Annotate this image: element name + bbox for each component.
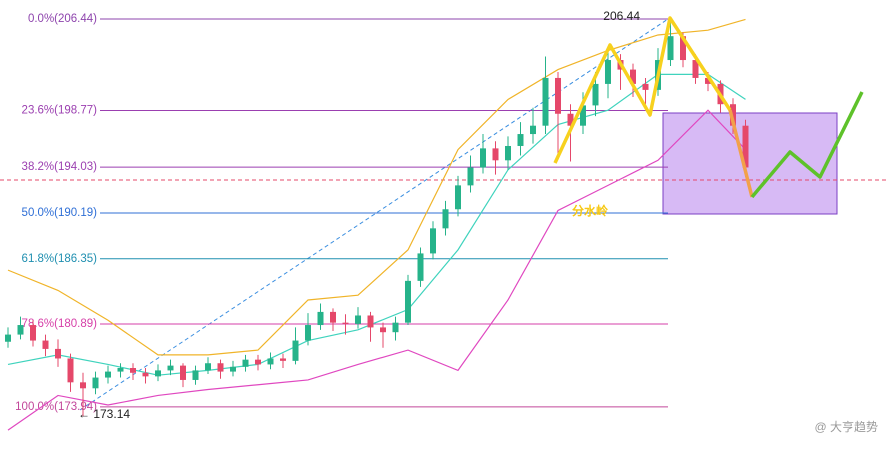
band-line (7, 73, 746, 376)
candle-body (517, 134, 524, 146)
band-line (7, 18, 746, 356)
high-label: 206.44 (603, 9, 640, 23)
fib-level-label: 38.2%(194.03) (22, 161, 98, 173)
candle-body (680, 36, 686, 61)
candle-body (192, 370, 199, 380)
candle-body (342, 322, 349, 324)
fib-level-label: 0.0%(206.44) (28, 13, 97, 25)
watermark: @ 大亨趋势 (814, 419, 878, 434)
candle-body (480, 148, 486, 168)
candle-body (255, 359, 261, 365)
candle-body (392, 322, 399, 333)
candle-body (155, 370, 161, 377)
candle-body (492, 148, 499, 161)
fib-level-label: 61.8%(186.35) (22, 253, 98, 265)
candle-body (417, 253, 424, 281)
band-line (7, 109, 746, 431)
fib-level-label: 50.0%(190.19) (22, 207, 98, 219)
candle-body (180, 365, 186, 380)
candle-body (105, 371, 111, 378)
fib-trend-line (79, 18, 669, 411)
candle-body (467, 167, 474, 186)
candle-body (117, 368, 124, 372)
fib-level-label: 78.6%(180.89) (22, 318, 98, 330)
candle-body (80, 382, 86, 389)
candle-body (317, 311, 324, 326)
candle-body (430, 228, 436, 254)
candle-body (592, 83, 599, 106)
candle-body (642, 83, 649, 90)
candle-body (17, 325, 24, 335)
low-label: ← 173.14 (78, 407, 130, 421)
candle-body (505, 145, 511, 161)
candle-body (367, 315, 374, 328)
candle-body (280, 358, 286, 361)
fib-level-label: 100.0%(173.94) (15, 401, 97, 413)
candle-body (455, 185, 461, 210)
candle-body (267, 358, 274, 365)
candle-body (5, 334, 11, 342)
candle-body (30, 325, 36, 341)
candle-body (55, 348, 61, 359)
candle-body (692, 60, 699, 78)
candle-body (605, 60, 611, 84)
candle-body (292, 340, 299, 361)
candle-body (405, 280, 411, 323)
target-zone (662, 112, 838, 215)
candle-body (705, 77, 711, 84)
wave-line (553, 16, 732, 164)
candle-body (580, 105, 586, 126)
candle-body (167, 365, 174, 371)
candle-body (442, 209, 449, 229)
candle-body (130, 368, 136, 373)
candle-body (217, 363, 224, 372)
candle-body (92, 377, 99, 389)
candle-body (355, 315, 361, 324)
fib-level-label: 23.6%(198.77) (22, 105, 98, 117)
candle-body (567, 113, 574, 126)
candle-body (742, 125, 749, 168)
candle-body (555, 77, 561, 114)
candle-body (142, 372, 149, 377)
projected-path (750, 91, 864, 199)
candle-body (330, 311, 336, 323)
candle-body (67, 358, 74, 383)
candle-body (542, 77, 549, 126)
candle-body (630, 69, 636, 84)
candle-body (530, 125, 536, 135)
candle-body (242, 359, 249, 367)
zone-label: 分水岭 (572, 203, 608, 218)
candle-body (205, 363, 211, 371)
projected-drop (728, 109, 754, 198)
candle-body (667, 36, 674, 61)
candle-body (42, 340, 49, 349)
candle-body (305, 325, 311, 341)
candle-body (380, 327, 386, 333)
candle-body (230, 366, 236, 372)
